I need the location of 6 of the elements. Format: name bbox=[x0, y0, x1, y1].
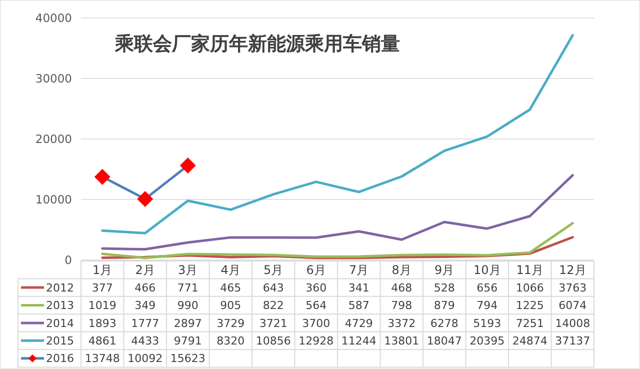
legend-label: 2012 bbox=[46, 281, 74, 294]
title: 乘联会厂家历年新能源乘用车销量 bbox=[115, 33, 400, 55]
legend-label: 2013 bbox=[46, 299, 74, 312]
legend-label: 2015 bbox=[46, 334, 74, 348]
legend-label: 2016 bbox=[46, 352, 74, 366]
legend-label: 2014 bbox=[46, 316, 74, 330]
